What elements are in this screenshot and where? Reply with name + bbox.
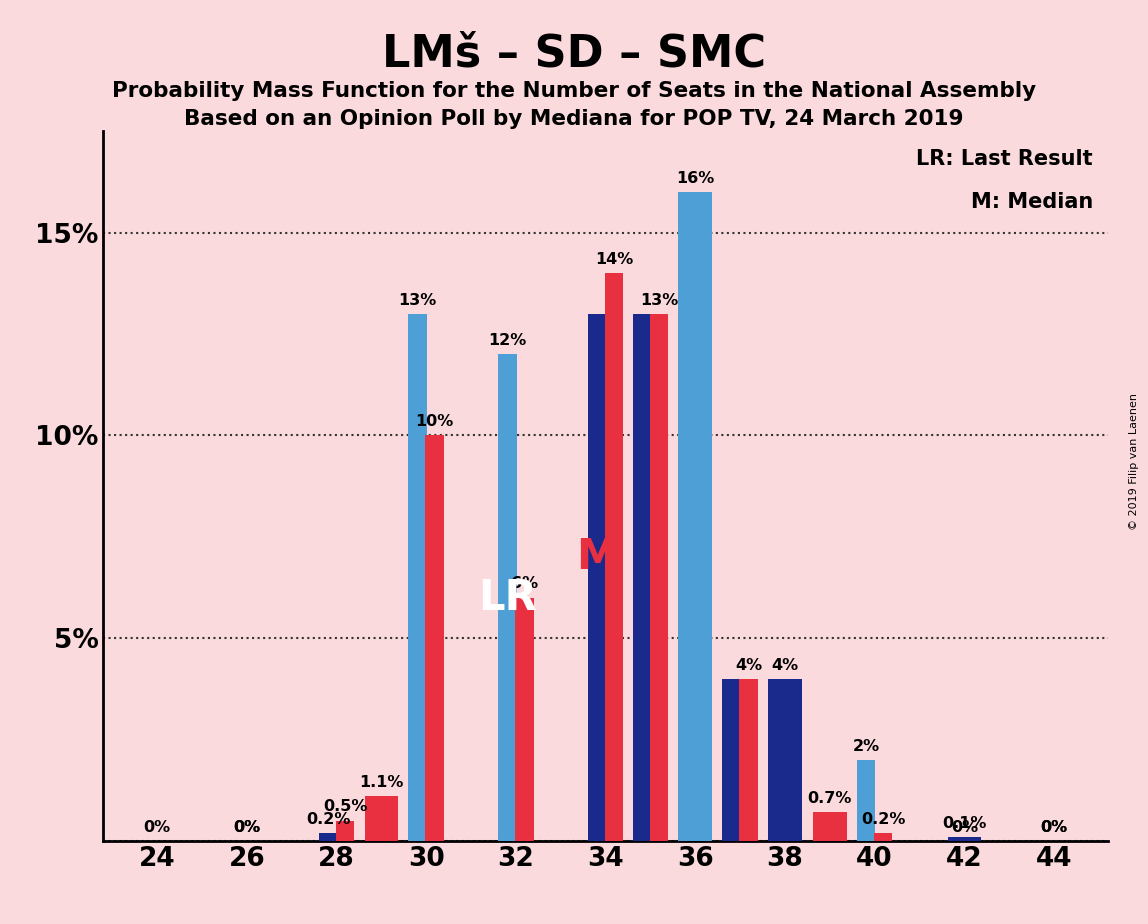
Bar bbox=[739, 678, 758, 841]
Text: Probability Mass Function for the Number of Seats in the National Assembly: Probability Mass Function for the Number… bbox=[113, 81, 1035, 102]
Text: 6%: 6% bbox=[511, 577, 538, 591]
Bar bbox=[947, 837, 982, 841]
Text: M: Median: M: Median bbox=[970, 191, 1093, 212]
Text: © 2019 Filip van Laenen: © 2019 Filip van Laenen bbox=[1128, 394, 1139, 530]
Bar bbox=[498, 354, 517, 841]
Text: 0%: 0% bbox=[1040, 820, 1068, 834]
Text: 0.1%: 0.1% bbox=[943, 816, 986, 831]
Text: 16%: 16% bbox=[676, 171, 714, 186]
Bar bbox=[319, 833, 338, 841]
Text: 0%: 0% bbox=[233, 820, 261, 834]
Bar bbox=[426, 435, 444, 841]
Bar bbox=[768, 678, 801, 841]
Bar bbox=[650, 313, 668, 841]
Text: M: M bbox=[576, 536, 618, 578]
Text: 4%: 4% bbox=[735, 658, 762, 673]
Text: 12%: 12% bbox=[488, 334, 527, 348]
Text: 0%: 0% bbox=[144, 820, 171, 834]
Bar bbox=[856, 760, 876, 841]
Bar bbox=[722, 678, 740, 841]
Text: 13%: 13% bbox=[398, 293, 436, 308]
Bar bbox=[409, 313, 427, 841]
Text: 1.1%: 1.1% bbox=[359, 775, 404, 790]
Bar bbox=[874, 833, 892, 841]
Text: Based on an Opinion Poll by Mediana for POP TV, 24 March 2019: Based on an Opinion Poll by Mediana for … bbox=[184, 109, 964, 129]
Text: 0.2%: 0.2% bbox=[305, 811, 350, 827]
Text: 0.7%: 0.7% bbox=[807, 791, 852, 807]
Bar bbox=[813, 812, 846, 841]
Text: 13%: 13% bbox=[639, 293, 678, 308]
Text: 4%: 4% bbox=[771, 658, 799, 673]
Bar bbox=[605, 274, 623, 841]
Text: 0.2%: 0.2% bbox=[861, 811, 906, 827]
Text: 0%: 0% bbox=[1040, 820, 1068, 834]
Bar bbox=[515, 598, 534, 841]
Bar bbox=[678, 192, 712, 841]
Bar bbox=[588, 313, 606, 841]
Text: LR: Last Result: LR: Last Result bbox=[916, 149, 1093, 169]
Text: 0.5%: 0.5% bbox=[323, 799, 367, 814]
Text: LR: LR bbox=[478, 577, 537, 618]
Text: 0%: 0% bbox=[233, 820, 261, 834]
Text: 14%: 14% bbox=[595, 252, 634, 267]
Bar bbox=[365, 796, 398, 841]
Text: LMš – SD – SMC: LMš – SD – SMC bbox=[382, 32, 766, 76]
Text: 0%: 0% bbox=[951, 820, 978, 834]
Text: 2%: 2% bbox=[853, 738, 879, 754]
Text: 10%: 10% bbox=[416, 414, 453, 430]
Bar bbox=[335, 821, 355, 841]
Bar bbox=[633, 313, 651, 841]
